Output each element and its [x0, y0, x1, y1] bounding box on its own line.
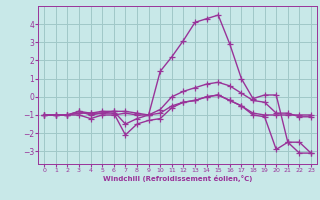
X-axis label: Windchill (Refroidissement éolien,°C): Windchill (Refroidissement éolien,°C) — [103, 175, 252, 182]
